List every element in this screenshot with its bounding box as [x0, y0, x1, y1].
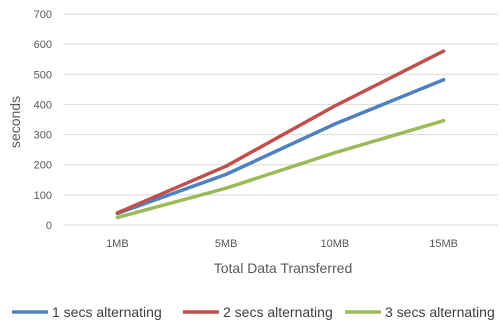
gridlines [63, 13, 498, 196]
y-tick-label-3: 300 [34, 130, 52, 142]
data-point-2-2 [333, 151, 337, 155]
y-tick-label-5: 500 [34, 69, 52, 81]
data-point-2-1 [224, 186, 228, 190]
data-point-1-1 [224, 164, 228, 168]
x-axis-title: Total Data Transferred [214, 260, 353, 276]
data-point-2-3 [442, 119, 446, 123]
legend-label-1: 2 secs alternating [223, 304, 333, 320]
legend-label-2: 3 secs alternating [385, 304, 495, 320]
x-tick-label-3: 15MB [429, 238, 458, 250]
data-point-1-3 [442, 49, 446, 53]
x-tick-label-1: 5MB [215, 238, 238, 250]
y-tick-label-4: 400 [34, 99, 52, 111]
data-point-1-2 [333, 104, 337, 108]
series-lines [115, 49, 446, 220]
series-line-1 [115, 49, 446, 215]
data-point-2-0 [115, 215, 119, 219]
y-axis-title: seconds [7, 96, 23, 148]
series-line-2 [115, 118, 446, 220]
legend-label-0: 1 secs alternating [52, 304, 162, 320]
data-point-1-0 [115, 211, 119, 215]
x-tick-label-0: 1MB [106, 238, 129, 250]
y-tick-label-0: 0 [46, 220, 52, 232]
legend: 1 secs alternating 2 secs alternating 3 se… [12, 304, 495, 320]
series-line-0 [115, 77, 446, 216]
y-tick-label-6: 600 [34, 39, 52, 51]
x-tick-label-2: 10MB [321, 238, 350, 250]
y-tick-label-7: 700 [34, 9, 52, 21]
data-point-0-1 [224, 172, 228, 176]
data-point-0-3 [442, 78, 446, 82]
y-tick-label-2: 200 [34, 160, 52, 172]
y-tick-label-1: 100 [34, 190, 52, 202]
data-point-0-2 [333, 122, 337, 126]
tick-labels: 0 100 200 300 400 500 600 700 1MB 5MB 10MB 15MB [34, 9, 458, 250]
